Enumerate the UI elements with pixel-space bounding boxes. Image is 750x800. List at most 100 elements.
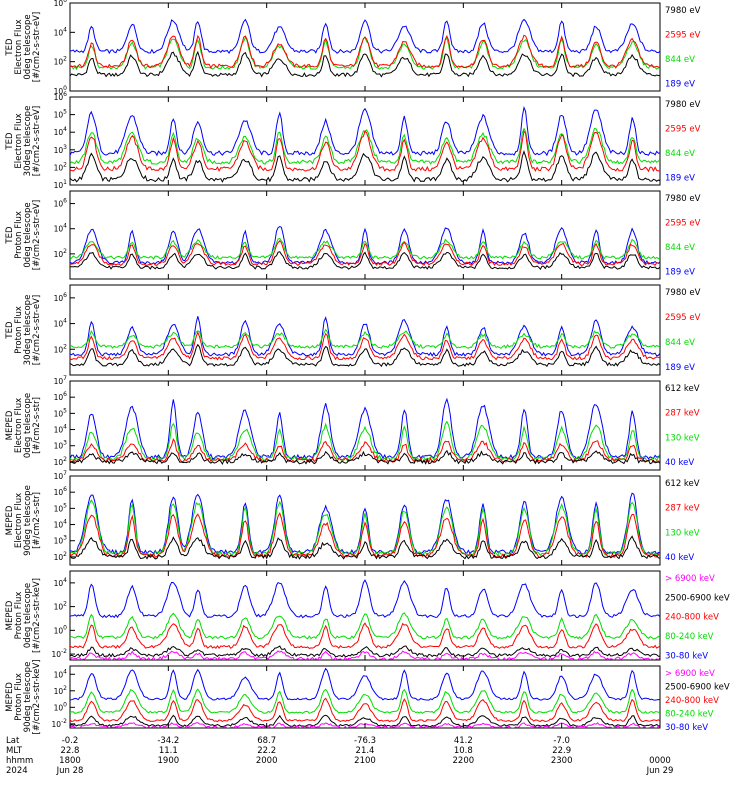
- panel-1-ytick-label-1: 100: [54, 85, 68, 96]
- panel-4-ylabel-line-3: 30deg telescope: [23, 295, 33, 366]
- panel-7-legend-3: 240-800 keV: [665, 613, 719, 623]
- panel-7-series-5-line: [70, 579, 660, 619]
- panel-3-ylabel-line-1: TED: [5, 226, 15, 245]
- x-row-label-mlt: MLT: [6, 746, 23, 756]
- panel-6-ytick-label-3: 104: [54, 519, 68, 530]
- x-tick-date-7: Jun 29: [646, 766, 674, 776]
- panel-8-ylabel-line-1: MEPED: [5, 682, 15, 712]
- panel-3-ylabel-line-2: Proton Flux: [14, 211, 24, 259]
- panel-5-legend-3: 130 keV: [665, 433, 700, 443]
- x-tick-hhmm-5: 2200: [453, 756, 475, 766]
- panel-8: 10-2 100 102 104 MEPED Proton Flux 90deg teles…: [5, 660, 730, 735]
- panel-7-series-2-line: [70, 645, 660, 658]
- panel-5-ylabel-line-4: [#/cm2-s-str]: [32, 397, 42, 454]
- x-tick-mlt-4: 21.4: [356, 746, 375, 756]
- panel-2-legend-4: 189 eV: [665, 173, 695, 183]
- panel-3-ytick-label-2: 104: [54, 223, 68, 234]
- panel-3-series-2-line: [70, 240, 660, 267]
- x-row-label-hhmm: hhmm: [6, 756, 33, 766]
- panel-2-series-4-line: [70, 105, 660, 157]
- panel-5-series-4-line: [70, 397, 660, 460]
- panel-6-ytick-label-4: 105: [54, 502, 68, 513]
- panel-3: 102 104 106 TED Proton Flux 0deg telescope [#/…: [5, 190, 701, 280]
- panel-3-legend-3: 844 eV: [665, 243, 695, 253]
- panel-8-legend-4: 80-240 keV: [665, 709, 714, 719]
- panel-7-ytick-label-1: 10-2: [51, 648, 67, 659]
- panel-7-legend-2: 2500-6900 keV: [665, 593, 730, 603]
- panel-2-ytick-label-4: 104: [54, 126, 68, 137]
- panel-6-ylabel-line-1: MEPED: [5, 505, 15, 535]
- panel-2-ylabel-line-1: TED: [5, 132, 15, 151]
- x-tick-mlt-2: 11.1: [159, 746, 178, 756]
- panel-8-series: [70, 667, 660, 728]
- panel-5-ylabel-line-2: Electron Flux: [14, 398, 24, 453]
- panel-2-ytick-label-3: 103: [54, 144, 68, 155]
- panel-6-ylabel-line-3: 90deg telescope: [23, 485, 33, 556]
- panel-2-ylabel-line-2: Electron Flux: [14, 113, 24, 168]
- panel-6-ytick-label-6: 107: [54, 470, 68, 481]
- panel-1-ytick-label-4: 106: [54, 0, 68, 8]
- panel-2-series: [70, 105, 660, 183]
- panel-5-ytick-label-3: 104: [54, 424, 68, 435]
- panel-4-ytick-label-2: 104: [54, 318, 68, 329]
- panel-8-ytick-label-4: 104: [54, 668, 68, 679]
- panel-7-series-3-line: [70, 622, 660, 650]
- panel-5-ytick-label-2: 103: [54, 440, 68, 451]
- panel-8-ytick-label-3: 102: [54, 685, 68, 696]
- panel-2: 101 102 103 104 105 106 TED Electron Flux 30deg …: [5, 91, 701, 190]
- x-tick-lat-4: -76.3: [354, 736, 376, 746]
- panel-7-ylabel-line-4: [#/cm2-s-str-keV]: [32, 578, 42, 653]
- panel-6-ytick-label-5: 106: [54, 486, 68, 497]
- x-tick-mlt-5: 10.8: [454, 746, 473, 756]
- panel-6-ytick-label-2: 103: [54, 535, 68, 546]
- panel-6-ytick-label-1: 102: [54, 551, 68, 562]
- x-tick-lat-6: -7.0: [553, 736, 570, 746]
- panel-1-ytick-label-2: 102: [54, 56, 68, 67]
- x-tick-hhmm-6: 2300: [551, 756, 573, 766]
- panel-4-legend-3: 844 eV: [665, 338, 695, 348]
- panel-3-ylabel-line-3: 0deg telescope: [23, 202, 33, 267]
- panel-2-legend-2: 2595 eV: [665, 124, 701, 134]
- panel-2-series-3-line: [70, 127, 660, 165]
- panel-4-series: [70, 316, 660, 368]
- panel-1-ytick-label-3: 104: [54, 26, 68, 37]
- panel-2-ylabel-line-4: [#/cm2-s-str-eV]: [32, 106, 42, 176]
- panel-7-ylabel-line-1: MEPED: [5, 600, 15, 630]
- x-row-label-lat: Lat: [6, 736, 20, 746]
- panel-6-series: [70, 492, 660, 560]
- panel-8-ylabel-line-3: 90deg telescope: [23, 662, 33, 733]
- panel-5-ylabel-line-3: 0deg telescope: [23, 393, 33, 458]
- panel-8-legend-3: 240-800 keV: [665, 696, 719, 706]
- panel-6-legend-2: 287 keV: [665, 504, 700, 514]
- panel-8-ytick-label-1: 10-2: [51, 718, 67, 729]
- panel-1-series-1-line: [70, 50, 660, 78]
- panel-4-legend-1: 7980 eV: [665, 288, 701, 298]
- x-row-label-year: 2024: [6, 766, 28, 776]
- panel-5-ytick-label-1: 102: [54, 456, 68, 467]
- panel-7-ylabel-line-2: Proton Flux: [14, 592, 24, 640]
- panel-7-ytick-label-2: 100: [54, 624, 68, 635]
- panel-6-ylabel-line-2: Electron Flux: [14, 493, 24, 548]
- panel-4-series-3-line: [70, 328, 660, 349]
- panel-1-series: [70, 18, 660, 78]
- panel-3-ytick-label-3: 106: [54, 198, 68, 209]
- panel-1-series-2-line: [70, 34, 660, 69]
- panel-3-ylabel-line-4: [#/cm2-s-str-eV]: [32, 200, 42, 270]
- panel-8-legend-5: 30-80 keV: [665, 723, 708, 733]
- x-tick-lat-5: 41.2: [454, 736, 473, 746]
- panel-8-series-3-line: [70, 697, 660, 723]
- panel-4-ylabel-line-2: Proton Flux: [14, 306, 24, 354]
- panel-1-ylabel-line-1: TED: [5, 38, 15, 57]
- panel-6-series-2-line: [70, 511, 660, 559]
- panel-2-ytick-label-5: 105: [54, 109, 68, 120]
- panel-1-legend-1: 7980 eV: [665, 6, 701, 16]
- x-tick-hhmm-7: 0000: [649, 756, 671, 766]
- panel-3-series-1-line: [70, 251, 660, 271]
- panel-8-series-5-line: [70, 667, 660, 701]
- panel-1-ylabel-line-4: [#/cm2-s-str-eV]: [32, 12, 42, 82]
- panel-4: 102 104 106 TED Proton Flux 30deg telescope [#…: [5, 284, 701, 376]
- panel-1-ylabel-line-2: Electron Flux: [14, 19, 24, 74]
- panel-7-legend-1: > 6900 keV: [665, 574, 715, 584]
- panel-2-legend-3: 844 eV: [665, 149, 695, 159]
